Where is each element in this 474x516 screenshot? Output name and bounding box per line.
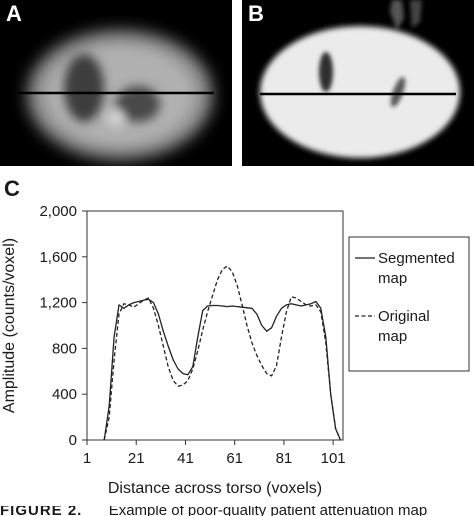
y-tick-label: 1,200 <box>39 295 77 312</box>
legend-label: Segmented map <box>378 250 455 287</box>
series-line-segmented-map <box>103 298 342 441</box>
legend-label: Original map <box>378 308 430 345</box>
y-axis-label: Amplitude (counts/voxel) <box>1 238 18 413</box>
panel-b-image: B <box>242 0 474 166</box>
profile-chart: 0 400 800 1,200 1,600 2,000 1 21 41 61 81 101 Distan… <box>1 203 470 497</box>
y-tick-label: 2,000 <box>39 203 77 220</box>
x-tick-label: 81 <box>276 450 293 467</box>
caption-label: FIGURE 2. <box>0 506 83 516</box>
x-tick-label: 61 <box>226 450 243 467</box>
y-tick-label: 1,600 <box>39 249 77 266</box>
y-tick-label: 800 <box>52 340 77 357</box>
panel-a-label: A <box>6 1 22 26</box>
y-tick-label: 0 <box>69 432 77 449</box>
panel-b-label: B <box>248 1 264 26</box>
original-attenuation-map-image <box>0 0 232 166</box>
plot-area-frame <box>86 210 344 441</box>
x-tick-label: 1 <box>83 450 91 467</box>
panel-a-image: A <box>0 0 232 166</box>
figure-caption: FIGURE 2. Example of poor-quality patien… <box>0 506 474 516</box>
panel-c-label: C <box>4 176 20 201</box>
y-tick-label: 400 <box>52 386 77 403</box>
x-tick-label: 21 <box>128 450 145 467</box>
series-line-original-map <box>103 265 342 441</box>
segmented-attenuation-map-image <box>242 0 474 166</box>
legend-box <box>348 236 470 372</box>
x-tick-label: 101 <box>321 450 346 467</box>
x-axis-label: Distance across torso (voxels) <box>108 480 322 497</box>
caption-text: Example of poor-quality patient attenuat… <box>108 506 428 516</box>
x-tick-label: 41 <box>177 450 194 467</box>
